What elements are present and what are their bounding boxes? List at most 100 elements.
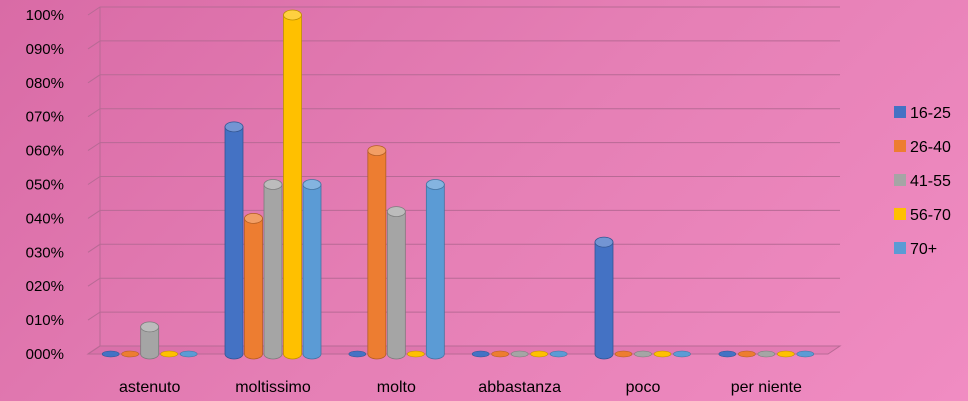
y-tick-label: 040% — [26, 210, 64, 227]
legend-label: 56-70 — [910, 207, 951, 224]
bar-cap — [738, 350, 756, 358]
bar-cap — [367, 145, 387, 157]
y-tick-label: 060% — [26, 143, 64, 160]
bar-cap — [796, 350, 815, 358]
x-category-label: abbastanza — [478, 379, 561, 396]
bar-body — [263, 184, 283, 360]
bar-body — [302, 184, 322, 360]
bar — [491, 350, 509, 358]
bar — [425, 179, 445, 360]
bar-cap — [101, 350, 120, 358]
bar — [348, 350, 367, 358]
legend-swatch — [894, 106, 906, 118]
bar — [367, 145, 387, 360]
bar-cap — [224, 121, 244, 133]
legend-label: 16-25 — [910, 105, 951, 122]
bar — [634, 350, 652, 358]
legend-swatch — [894, 174, 906, 186]
gridline — [87, 209, 840, 219]
gridline — [87, 108, 840, 118]
bar-cap — [491, 350, 509, 358]
bar — [796, 350, 815, 358]
bar-cap — [634, 350, 652, 358]
bar-cap — [673, 350, 691, 358]
y-tick-label: 020% — [26, 278, 64, 295]
bar-body — [140, 326, 160, 360]
bar-body — [594, 241, 614, 360]
bar — [738, 350, 756, 358]
bar-cap — [302, 179, 322, 190]
bar — [101, 350, 120, 358]
bar — [757, 350, 776, 358]
bar — [263, 179, 283, 360]
legend-item: 70+ — [894, 241, 937, 258]
y-axis-ticks: 000% 010% 020% 030% 040% 050% 060% 070% 080% 090%… — [26, 7, 64, 363]
bar — [549, 350, 568, 358]
bars — [101, 9, 815, 360]
legend-label: 70+ — [910, 241, 937, 258]
bar-cap — [263, 179, 283, 190]
bar — [283, 9, 302, 360]
bar-cap — [777, 350, 795, 358]
y-tick-label: 010% — [26, 312, 64, 329]
legend-item: 16-25 — [894, 105, 951, 122]
x-category-label: per niente — [731, 379, 802, 396]
y-tick-label: 070% — [26, 109, 64, 126]
bar-cap — [718, 350, 737, 358]
gridline — [87, 176, 840, 185]
bar-cap — [614, 350, 633, 358]
gridlines — [86, 6, 842, 355]
bar — [614, 350, 633, 358]
y-tick-label: 050% — [26, 177, 64, 194]
bar-cap — [594, 236, 614, 248]
legend-label: 41-55 — [910, 173, 951, 190]
bar-cap — [160, 350, 178, 358]
bar — [471, 350, 490, 358]
bar — [302, 179, 322, 360]
bar-cap — [244, 212, 263, 224]
bar-cap — [510, 350, 529, 358]
bar-cap — [757, 350, 776, 358]
legend: 16-25 26-40 41-55 56-70 70+ — [894, 105, 951, 258]
bar-cap — [348, 350, 367, 358]
bar-body — [283, 14, 302, 360]
y-tick-label: 100% — [26, 7, 64, 24]
bar-body — [386, 211, 406, 360]
bar — [179, 350, 198, 358]
y-tick-label: 080% — [26, 75, 64, 92]
bar-cap — [425, 179, 445, 190]
bar-cap — [386, 206, 406, 218]
gridline — [87, 40, 840, 50]
gridline — [87, 243, 840, 253]
legend-label: 26-40 — [910, 139, 951, 156]
bar-cap — [549, 350, 568, 358]
x-category-label: astenuto — [119, 379, 180, 396]
bar-body — [367, 150, 387, 360]
gridline — [87, 311, 840, 321]
gridline — [87, 277, 840, 287]
legend-item: 41-55 — [894, 173, 951, 190]
y-tick-label: 000% — [26, 346, 64, 363]
bar — [673, 350, 691, 358]
gridline — [87, 74, 840, 84]
x-category-label: poco — [626, 379, 661, 396]
bar — [653, 350, 672, 358]
bar — [777, 350, 795, 358]
y-tick-label: 090% — [26, 41, 64, 58]
bar — [160, 350, 178, 358]
bar — [407, 350, 425, 358]
legend-swatch — [894, 140, 906, 152]
bar-cap — [179, 350, 198, 358]
legend-swatch — [894, 242, 906, 254]
bar — [224, 121, 244, 360]
bar-body — [425, 184, 445, 360]
bar-cap — [140, 321, 160, 333]
bar — [386, 206, 406, 360]
bar — [594, 236, 614, 360]
bar — [530, 350, 548, 358]
bar — [121, 350, 139, 358]
bar — [718, 350, 737, 358]
bar — [140, 321, 160, 360]
